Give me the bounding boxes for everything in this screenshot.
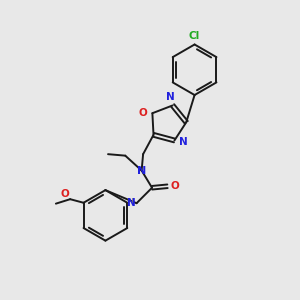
Text: N: N (178, 137, 187, 147)
Text: N: N (166, 92, 175, 102)
Text: O: O (170, 181, 179, 191)
Text: N: N (127, 198, 136, 208)
Text: N: N (137, 166, 146, 176)
Text: H: H (126, 198, 133, 207)
Text: O: O (61, 189, 70, 199)
Text: Cl: Cl (189, 31, 200, 41)
Text: O: O (138, 108, 147, 118)
